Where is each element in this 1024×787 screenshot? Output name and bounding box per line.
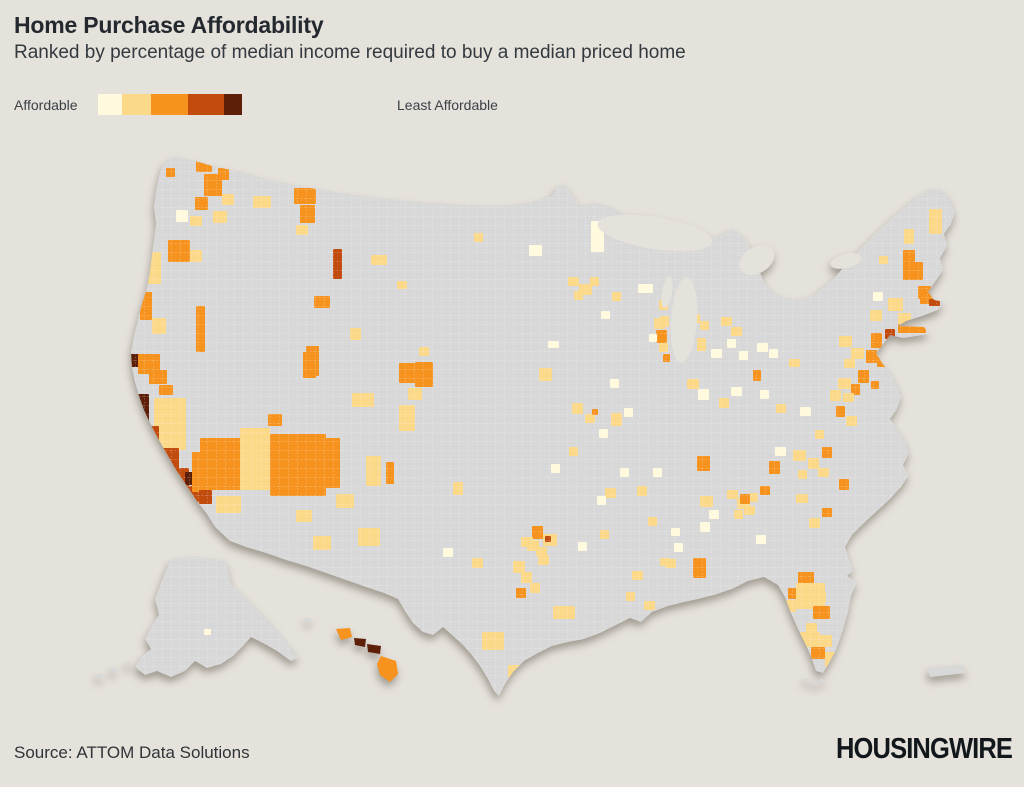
florida-key-islet — [810, 681, 818, 685]
source-attribution: Source: ATTOM Data Solutions — [14, 743, 250, 762]
hawaii-island — [367, 644, 381, 654]
puerto-rico-silhouette — [927, 665, 966, 677]
florida-key-islet — [818, 679, 826, 683]
page-subtitle: Ranked by percentage of median income re… — [14, 42, 686, 63]
legend-label-least-affordable: Least Affordable — [397, 97, 498, 113]
aleutian-islet — [124, 662, 132, 666]
hawaii-island — [336, 628, 352, 640]
legend-swatch — [122, 94, 151, 115]
hawaii-island — [377, 656, 398, 682]
aleutian-islet — [95, 674, 103, 678]
florida-keys — [802, 678, 826, 685]
aleutian-islet — [109, 668, 117, 672]
legend-color-scale — [98, 94, 242, 115]
housingwire-logo: HOUSINGWIRE — [835, 733, 1013, 765]
aleutian-islet — [304, 618, 312, 622]
legend-label-affordable: Affordable — [14, 97, 78, 113]
great-lake — [670, 277, 698, 363]
florida-key-islet — [802, 678, 810, 682]
land-group — [95, 157, 966, 696]
hawaii-island — [354, 638, 366, 647]
great-lake — [661, 276, 673, 308]
county-grid-overlay-mainland — [131, 157, 955, 696]
county-grid-overlay-alaska — [135, 557, 299, 677]
legend-swatch — [98, 94, 122, 115]
legend-swatch — [224, 94, 242, 115]
page-title: Home Purchase Affordability — [14, 12, 324, 38]
legend: Affordable Least Affordable — [0, 94, 1024, 116]
hawaii-islands — [336, 628, 398, 682]
aleutian-islands — [95, 618, 312, 678]
great-lake — [830, 253, 862, 269]
great-lake — [739, 245, 775, 275]
legend-swatch — [188, 94, 224, 115]
great-lakes — [597, 214, 862, 363]
great-lake — [597, 214, 713, 252]
legend-swatch — [151, 94, 188, 115]
